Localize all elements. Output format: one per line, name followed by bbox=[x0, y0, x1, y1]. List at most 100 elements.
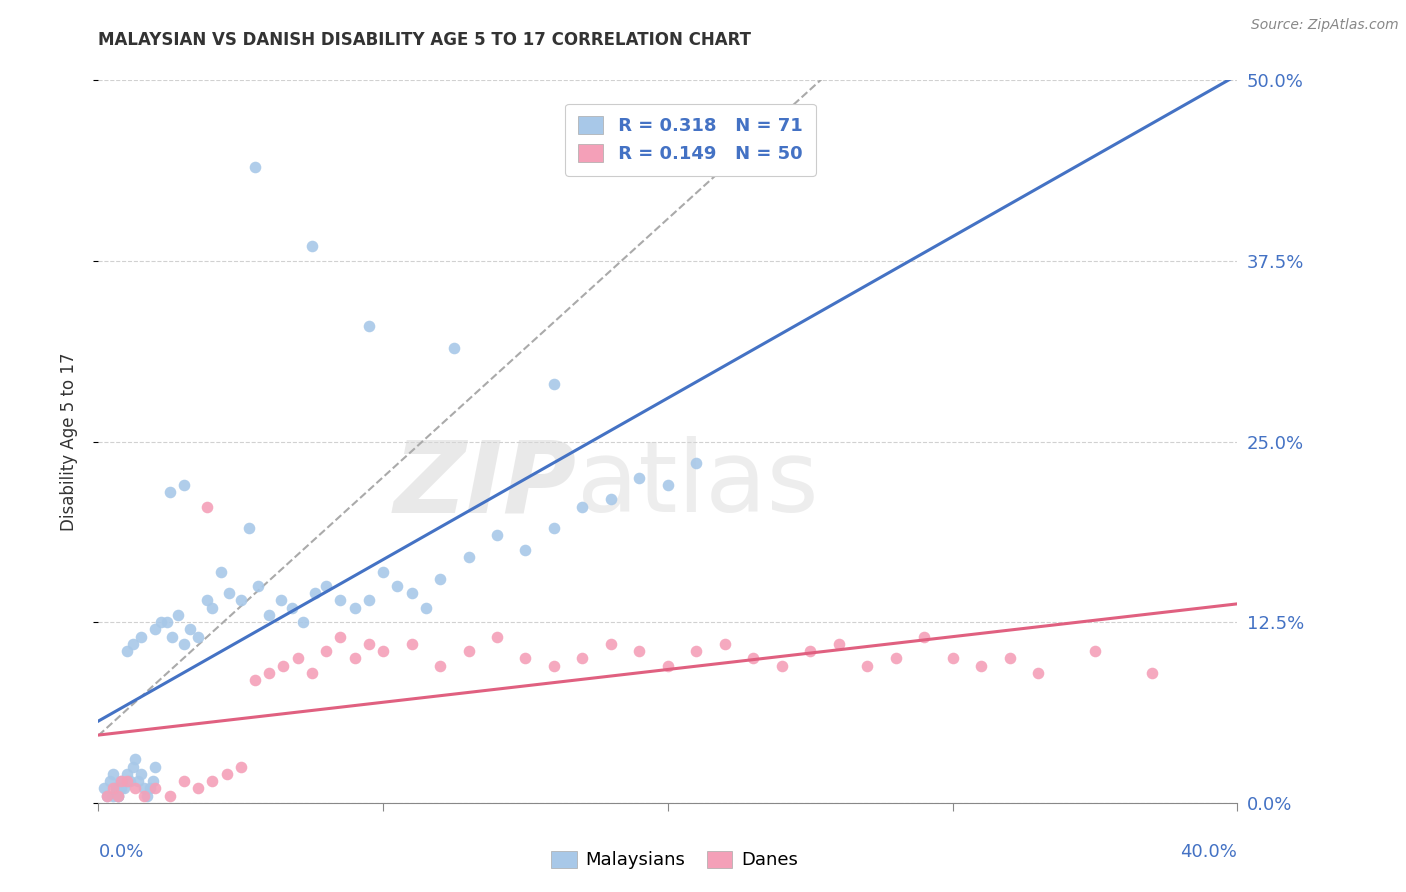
Point bbox=[281, 600, 304, 615]
Point bbox=[685, 456, 707, 470]
Point bbox=[129, 630, 152, 644]
Point bbox=[799, 644, 821, 658]
Point bbox=[301, 239, 323, 253]
Point bbox=[159, 789, 181, 803]
Point bbox=[357, 637, 380, 651]
Point bbox=[229, 760, 252, 774]
Point bbox=[884, 651, 907, 665]
Point bbox=[124, 781, 146, 796]
Point bbox=[387, 579, 409, 593]
Point bbox=[145, 781, 167, 796]
Point bbox=[1026, 665, 1049, 680]
Point bbox=[770, 658, 793, 673]
Point bbox=[371, 565, 394, 579]
Point bbox=[215, 767, 238, 781]
Point bbox=[515, 651, 537, 665]
Point bbox=[187, 781, 209, 796]
Point bbox=[124, 752, 146, 766]
Point bbox=[970, 658, 993, 673]
Y-axis label: Disability Age 5 to 17: Disability Age 5 to 17 bbox=[59, 352, 77, 531]
Point bbox=[571, 500, 593, 514]
Point bbox=[543, 521, 565, 535]
Point bbox=[515, 542, 537, 557]
Point bbox=[145, 760, 167, 774]
Point bbox=[942, 651, 965, 665]
Point bbox=[415, 600, 437, 615]
Point bbox=[429, 572, 451, 586]
Point bbox=[229, 593, 252, 607]
Point bbox=[292, 615, 315, 630]
Point bbox=[115, 644, 138, 658]
Point bbox=[259, 607, 281, 622]
Point bbox=[600, 637, 623, 651]
Point bbox=[315, 644, 337, 658]
Point bbox=[110, 774, 132, 789]
Point bbox=[401, 586, 423, 600]
Point bbox=[742, 651, 765, 665]
Point bbox=[357, 593, 380, 607]
Point bbox=[273, 658, 295, 673]
Point bbox=[195, 593, 218, 607]
Point bbox=[150, 615, 173, 630]
Point bbox=[543, 376, 565, 391]
Point bbox=[457, 644, 479, 658]
Point bbox=[110, 781, 132, 796]
Point bbox=[828, 637, 851, 651]
Point bbox=[138, 781, 160, 796]
Point bbox=[167, 607, 190, 622]
Point bbox=[218, 586, 240, 600]
Point bbox=[132, 789, 155, 803]
Text: 40.0%: 40.0% bbox=[1181, 843, 1237, 861]
Point bbox=[98, 774, 121, 789]
Point bbox=[998, 651, 1021, 665]
Point bbox=[1084, 644, 1107, 658]
Point bbox=[343, 600, 366, 615]
Legend: Malaysians, Danes: Malaysians, Danes bbox=[543, 842, 807, 879]
Point bbox=[315, 579, 337, 593]
Point bbox=[685, 644, 707, 658]
Point bbox=[856, 658, 879, 673]
Point bbox=[657, 658, 679, 673]
Point bbox=[173, 478, 195, 492]
Point bbox=[162, 630, 184, 644]
Point bbox=[115, 767, 138, 781]
Point bbox=[104, 781, 127, 796]
Point bbox=[107, 789, 129, 803]
Point bbox=[112, 781, 135, 796]
Point bbox=[101, 789, 124, 803]
Point bbox=[714, 637, 737, 651]
Point bbox=[156, 615, 179, 630]
Point bbox=[486, 528, 509, 542]
Point bbox=[179, 623, 201, 637]
Point bbox=[129, 767, 152, 781]
Point bbox=[107, 789, 129, 803]
Point bbox=[912, 630, 935, 644]
Text: Source: ZipAtlas.com: Source: ZipAtlas.com bbox=[1251, 18, 1399, 32]
Point bbox=[600, 492, 623, 507]
Point bbox=[301, 665, 323, 680]
Point bbox=[1140, 665, 1163, 680]
Point bbox=[571, 651, 593, 665]
Point bbox=[243, 160, 266, 174]
Point bbox=[93, 781, 115, 796]
Point bbox=[96, 789, 118, 803]
Point bbox=[304, 586, 326, 600]
Point bbox=[118, 774, 141, 789]
Point bbox=[457, 550, 479, 565]
Point bbox=[173, 774, 195, 789]
Point bbox=[357, 318, 380, 333]
Point bbox=[486, 630, 509, 644]
Point bbox=[329, 593, 352, 607]
Legend:  R = 0.318   N = 71,  R = 0.149   N = 50: R = 0.318 N = 71, R = 0.149 N = 50 bbox=[565, 103, 815, 176]
Point bbox=[110, 774, 132, 789]
Point bbox=[209, 565, 232, 579]
Point bbox=[429, 658, 451, 673]
Point bbox=[628, 644, 651, 658]
Point bbox=[187, 630, 209, 644]
Point bbox=[246, 579, 269, 593]
Point bbox=[101, 781, 124, 796]
Point bbox=[135, 789, 157, 803]
Point bbox=[145, 623, 167, 637]
Point bbox=[243, 673, 266, 687]
Point bbox=[443, 341, 465, 355]
